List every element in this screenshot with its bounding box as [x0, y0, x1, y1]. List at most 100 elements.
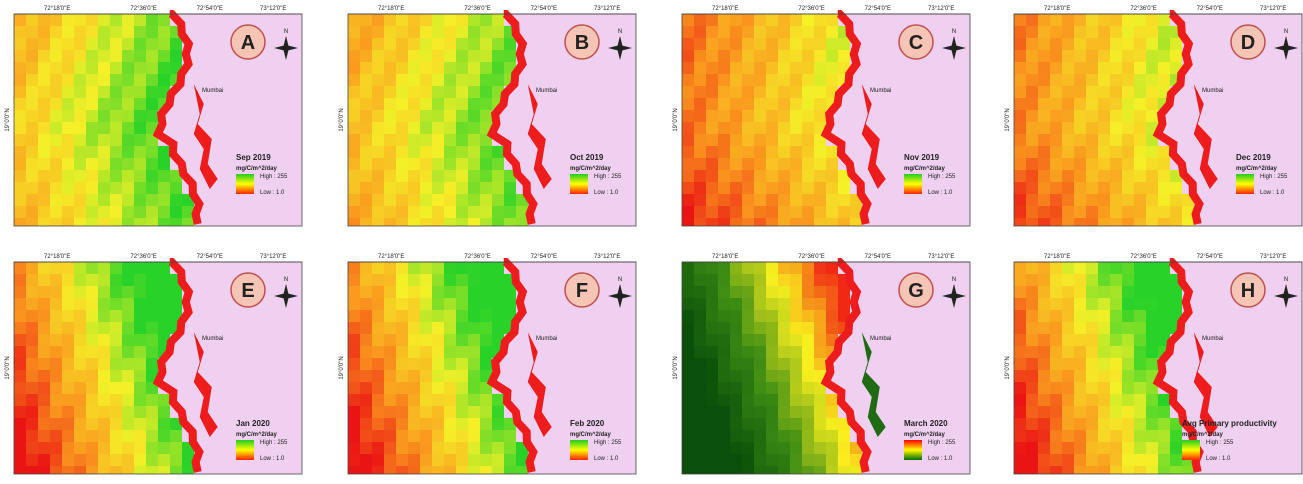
ocean-cell — [408, 134, 420, 146]
ocean-cell — [122, 218, 134, 226]
ocean-cell — [754, 274, 766, 286]
ocean-cell — [814, 14, 826, 26]
ocean-cell — [766, 358, 778, 370]
ocean-cell — [1026, 14, 1038, 26]
ocean-cell — [384, 298, 396, 310]
ocean-cell — [826, 394, 838, 406]
ocean-cell — [1170, 454, 1182, 466]
ocean-cell — [122, 406, 134, 418]
ocean-cell — [730, 26, 742, 38]
ocean-cell — [1110, 382, 1122, 394]
ocean-cell — [360, 346, 372, 358]
ocean-cell — [1110, 50, 1122, 62]
ocean-cell — [98, 110, 110, 122]
ocean-cell — [38, 430, 50, 442]
ocean-cell — [26, 322, 38, 334]
ocean-cell — [122, 26, 134, 38]
ocean-cell — [50, 26, 62, 38]
ocean-cell — [694, 334, 706, 346]
ocean-cell — [1134, 322, 1146, 334]
panel-letter: G — [908, 280, 924, 302]
ocean-cell — [1098, 218, 1110, 226]
ocean-cell — [396, 334, 408, 346]
ocean-cell — [456, 146, 468, 158]
ocean-cell — [718, 122, 730, 134]
ocean-cell — [1014, 370, 1026, 382]
ocean-cell — [122, 430, 134, 442]
ocean-cell — [110, 334, 122, 346]
ocean-cell — [432, 146, 444, 158]
ocean-cell — [492, 50, 504, 62]
ocean-cell — [754, 110, 766, 122]
ocean-cell — [1026, 382, 1038, 394]
ocean-cell — [1074, 442, 1086, 454]
panel-letter: B — [575, 32, 589, 54]
ocean-cell — [742, 394, 754, 406]
ocean-cell — [444, 298, 456, 310]
ocean-cell — [1134, 206, 1146, 218]
lon-label: 72°18'0"E — [1044, 6, 1070, 12]
ocean-cell — [480, 62, 492, 74]
ocean-cell — [682, 134, 694, 146]
lon-label: 72°54'0"E — [197, 254, 223, 260]
ocean-cell — [396, 86, 408, 98]
ocean-cell — [1134, 194, 1146, 206]
ocean-cell — [730, 194, 742, 206]
ocean-cell — [1122, 262, 1134, 274]
ocean-cell — [1062, 298, 1074, 310]
ocean-cell — [348, 218, 360, 226]
ocean-cell — [444, 14, 456, 26]
ocean-cell — [742, 466, 754, 474]
ocean-cell — [1158, 310, 1170, 322]
ocean-cell — [778, 146, 790, 158]
ocean-cell — [778, 98, 790, 110]
ocean-cell — [742, 406, 754, 418]
legend-low: Low : 1.0 — [594, 190, 619, 196]
ocean-cell — [1038, 86, 1050, 98]
ocean-cell — [1086, 442, 1098, 454]
ocean-cell — [348, 14, 360, 26]
ocean-cell — [706, 158, 718, 170]
ocean-cell — [74, 382, 86, 394]
ocean-cell — [1134, 170, 1146, 182]
ocean-cell — [480, 38, 492, 50]
ocean-cell — [420, 286, 432, 298]
ocean-cell — [814, 418, 826, 430]
ocean-cell — [348, 286, 360, 298]
ocean-cell — [134, 134, 146, 146]
ocean-cell — [110, 466, 122, 474]
ocean-cell — [1158, 418, 1170, 430]
ocean-cell — [86, 218, 98, 226]
ocean-cell — [14, 194, 26, 206]
ocean-cell — [790, 38, 802, 50]
ocean-cell — [694, 38, 706, 50]
ocean-cell — [74, 298, 86, 310]
ocean-cell — [742, 14, 754, 26]
ocean-cell — [26, 274, 38, 286]
ocean-cell — [384, 382, 396, 394]
ocean-cell — [1074, 394, 1086, 406]
ocean-cell — [146, 74, 158, 86]
ocean-cell — [110, 98, 122, 110]
ocean-cell — [348, 170, 360, 182]
ocean-cell — [444, 74, 456, 86]
ocean-cell — [26, 418, 38, 430]
ocean-cell — [432, 322, 444, 334]
ocean-cell — [420, 370, 432, 382]
ocean-cell — [98, 298, 110, 310]
ocean-cell — [1158, 74, 1170, 86]
ocean-cell — [74, 358, 86, 370]
ocean-cell — [1146, 38, 1158, 50]
ocean-cell — [1086, 274, 1098, 286]
ocean-cell — [468, 146, 480, 158]
ocean-cell — [1158, 182, 1170, 194]
ocean-cell — [1026, 26, 1038, 38]
ocean-cell — [480, 406, 492, 418]
ocean-cell — [1170, 466, 1182, 474]
ocean-cell — [372, 170, 384, 182]
ocean-cell — [694, 218, 706, 226]
ocean-cell — [432, 86, 444, 98]
ocean-cell — [408, 146, 420, 158]
ocean-cell — [456, 322, 468, 334]
lon-label: 72°54'0"E — [197, 6, 223, 12]
